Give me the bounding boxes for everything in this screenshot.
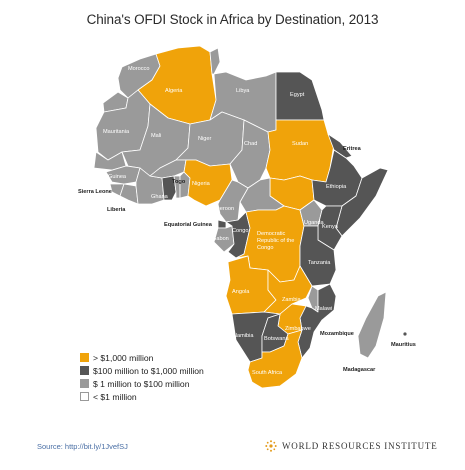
- label-liberia: Liberia: [107, 207, 126, 213]
- legend-item: $ 1 million to $100 million: [80, 377, 204, 390]
- label-mauritania: Mauritania: [103, 129, 130, 135]
- label-ethiopia: Ethiopia: [326, 184, 347, 190]
- legend-item: < $1 million: [80, 390, 204, 403]
- label-egypt: Egypt: [290, 92, 305, 98]
- label-uganda: Uganda: [304, 220, 324, 226]
- label-ghana: Ghana: [151, 194, 169, 200]
- legend-label: > $1,000 million: [93, 352, 154, 363]
- label-morocco: Morocco: [128, 66, 149, 72]
- label-zambia: Zambia: [282, 297, 302, 303]
- country-ghana: [161, 175, 177, 201]
- label-drc-line2: Republic of the: [257, 238, 294, 244]
- country-eritrea: [327, 133, 353, 159]
- label-drc-line1: Democratic: [257, 231, 285, 237]
- brand-name: WORLD RESOURCES INSTITUTE: [282, 441, 438, 451]
- label-south-africa: South Africa: [252, 370, 283, 376]
- label-sudan: Sudan: [292, 141, 308, 147]
- legend-item: > $1,000 million: [80, 351, 204, 364]
- label-tanzania: Tanzania: [308, 260, 331, 266]
- legend-item: $100 million to $1,000 million: [80, 364, 204, 377]
- label-drc-line3: Congo: [257, 245, 273, 251]
- label-madagascar: Madagascar: [343, 367, 376, 373]
- label-kenya: Kenya: [322, 224, 339, 230]
- country-somalia: [335, 167, 389, 237]
- legend-label: < $1 million: [93, 391, 137, 402]
- brand-logo: WORLD RESOURCES INSTITUTE: [265, 440, 438, 452]
- label-botswana: Botswana: [264, 336, 289, 342]
- country-liberia: [119, 183, 139, 205]
- country-equatorial-guinea: [217, 219, 227, 229]
- country-togo: [173, 175, 181, 199]
- label-chad: Chad: [244, 141, 257, 147]
- country-south-africa: [247, 329, 303, 389]
- label-togo: Togo: [172, 179, 186, 185]
- label-malawi: Malawi: [315, 306, 332, 312]
- label-equatorial-guinea: Equatorial Guinea: [164, 222, 213, 228]
- label-niger: Niger: [198, 136, 212, 142]
- legend: > $1,000 million $100 million to $1,000 …: [80, 351, 204, 403]
- country-mauritius: [402, 331, 408, 337]
- map-title: China's OFDI Stock in Africa by Destinat…: [86, 12, 379, 27]
- label-nigeria: Nigeria: [192, 181, 211, 187]
- legend-label: $100 million to $1,000 million: [93, 365, 204, 376]
- legend-label: $ 1 million to $100 million: [93, 378, 190, 389]
- country-sudan: [265, 119, 335, 183]
- legend-swatch: [80, 366, 89, 375]
- label-eritrea: Eritrea: [343, 146, 362, 152]
- label-angola: Angola: [232, 289, 250, 295]
- country-zambia: [263, 265, 313, 315]
- label-libya: Libya: [236, 88, 250, 94]
- label-namibia: Namibia: [233, 333, 254, 339]
- label-mauritius: Mauritius: [391, 342, 416, 348]
- source-link[interactable]: Source: http://bit.ly/1JvefSJ: [37, 442, 128, 451]
- label-mali: Mali: [151, 133, 161, 139]
- label-congo: Congo: [232, 228, 248, 234]
- country-tanzania: [299, 225, 337, 287]
- label-gabon: Gabon: [212, 236, 229, 242]
- legend-swatch: [80, 353, 89, 362]
- label-cameroon: Cameroon: [208, 206, 234, 212]
- label-guinea: Guinea: [108, 174, 127, 180]
- legend-swatch: [80, 379, 89, 388]
- label-sierra-leone: Sierra Leone: [78, 189, 112, 195]
- label-zimbabwe: Zimbabwe: [285, 326, 311, 332]
- label-mozambique: Mozambique: [320, 331, 354, 337]
- country-madagascar: [357, 291, 387, 359]
- label-algeria: Algeria: [165, 88, 183, 94]
- legend-swatch: [80, 392, 89, 401]
- wri-sun-icon: [265, 440, 277, 452]
- country-tunisia: [209, 47, 221, 75]
